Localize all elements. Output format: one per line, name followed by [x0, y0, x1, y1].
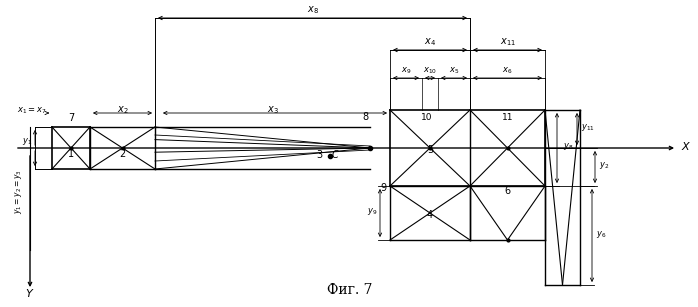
Text: 4: 4	[427, 210, 433, 220]
Text: Фиг. 7: Фиг. 7	[327, 283, 373, 297]
Text: 11: 11	[502, 113, 513, 122]
Text: $y_6$: $y_6$	[596, 228, 607, 239]
Text: $x_2$: $x_2$	[117, 104, 128, 116]
Text: $y_1$: $y_1$	[22, 136, 32, 147]
Text: $X$: $X$	[681, 140, 691, 152]
Text: $x_1$$=$$x_7$: $x_1$$=$$x_7$	[17, 105, 47, 115]
Text: $x_{10}$: $x_{10}$	[423, 65, 437, 76]
Text: $y_9$: $y_9$	[366, 206, 377, 217]
Text: 7: 7	[68, 113, 74, 123]
Text: $x_{11}$: $x_{11}$	[500, 36, 516, 48]
Text: $x_9$: $x_9$	[401, 65, 411, 76]
Text: $x_3$: $x_3$	[267, 104, 279, 116]
Text: $C$: $C$	[331, 148, 340, 160]
Text: $y_2$: $y_2$	[599, 160, 609, 171]
Text: $x_6$: $x_6$	[503, 65, 513, 76]
Text: 1: 1	[68, 149, 74, 159]
Text: $Y$: $Y$	[25, 287, 35, 299]
Text: 8: 8	[362, 112, 368, 122]
Text: 9: 9	[380, 183, 386, 193]
Text: 2: 2	[119, 149, 126, 159]
Text: $x_5$: $x_5$	[449, 65, 459, 76]
Text: 3: 3	[316, 150, 322, 160]
Text: 10: 10	[422, 113, 433, 122]
Text: $x_8$: $x_8$	[306, 4, 318, 16]
Text: 5: 5	[427, 145, 433, 155]
Text: $y_1$$=$$y_2$$=$$y_3$: $y_1$$=$$y_2$$=$$y_3$	[13, 169, 24, 214]
Text: $y_8$: $y_8$	[563, 141, 574, 152]
Text: $x_4$: $x_4$	[424, 36, 436, 48]
Text: $y_{11}$: $y_{11}$	[581, 122, 595, 133]
Text: 6: 6	[505, 186, 510, 196]
